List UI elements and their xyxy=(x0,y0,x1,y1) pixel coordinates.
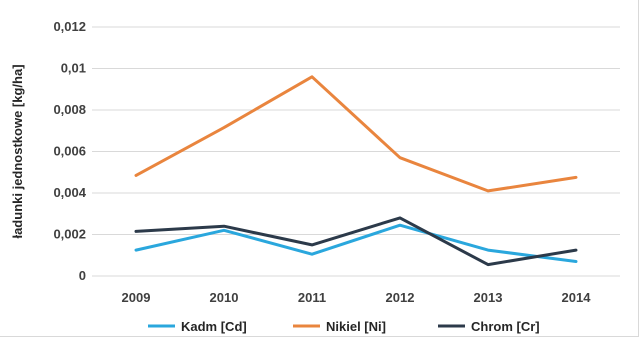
x-tick-label: 2013 xyxy=(474,290,503,305)
y-axis-ticks: 0 0,002 0,004 0,006 0,008 0,01 0,012 xyxy=(53,19,86,283)
x-tick-label: 2014 xyxy=(562,290,592,305)
gridlines xyxy=(92,26,620,277)
x-axis-ticks: 2009 2010 2011 2012 2013 2014 xyxy=(122,290,592,305)
x-tick-label: 2009 xyxy=(122,290,151,305)
legend-label: Kadm [Cd] xyxy=(181,319,247,334)
x-tick-label: 2011 xyxy=(298,290,326,305)
series-line xyxy=(134,75,578,193)
series-lines xyxy=(134,75,578,267)
y-tick-label: 0,012 xyxy=(53,19,86,34)
legend: Kadm [Cd] Nikiel [Ni] Chrom [Cr] xyxy=(148,319,540,334)
y-axis-label: ładunki jednostkowe [kg/ha] xyxy=(10,64,25,238)
series-line xyxy=(134,223,578,263)
legend-label: Nikiel [Ni] xyxy=(326,319,386,334)
y-tick-label: 0,01 xyxy=(61,61,86,76)
legend-label: Chrom [Cr] xyxy=(471,319,540,334)
x-tick-label: 2010 xyxy=(210,290,239,305)
series-line xyxy=(134,216,578,267)
y-tick-label: 0,004 xyxy=(53,185,86,200)
y-tick-label: 0,008 xyxy=(53,102,86,117)
y-tick-label: 0 xyxy=(79,268,86,283)
y-tick-label: 0,002 xyxy=(53,227,86,242)
y-tick-label: 0,006 xyxy=(53,144,86,159)
x-tick-label: 2012 xyxy=(386,290,415,305)
